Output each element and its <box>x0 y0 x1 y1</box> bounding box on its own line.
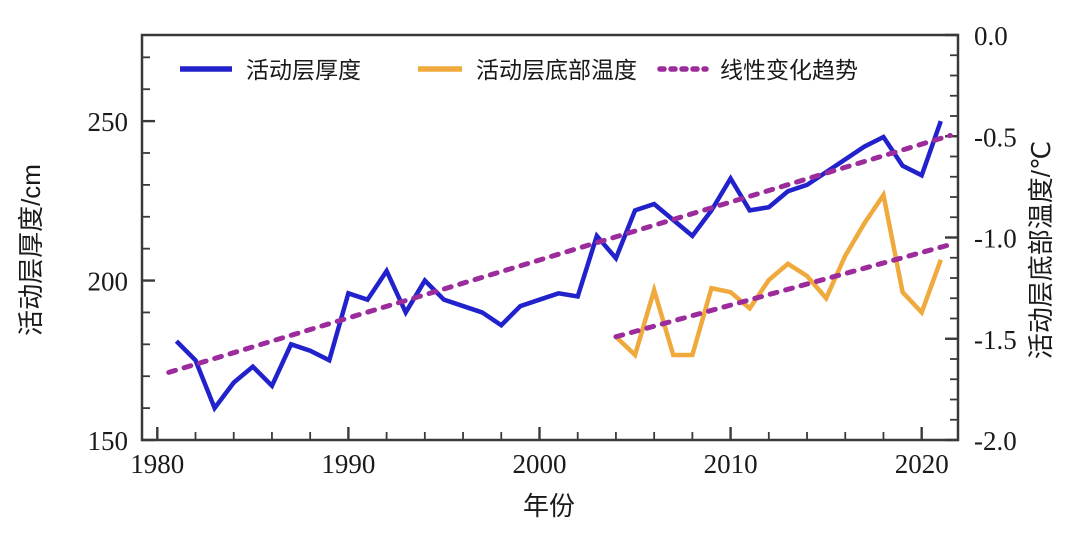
series-line-thickness <box>174 120 943 413</box>
y-left-tick-label: 250 <box>88 107 129 137</box>
x-tick-label: 2010 <box>704 449 758 479</box>
x-axis-title: 年份 <box>523 491 575 521</box>
y-axis-left-tick-labels: 150 200 250 <box>88 107 129 456</box>
y-right-tick-label: -1.0 <box>974 224 1017 254</box>
legend-label-0: 活动层厚度 <box>246 57 361 83</box>
legend-label-2: 线性变化趋势 <box>720 57 858 83</box>
x-tick-label: 2020 <box>895 449 949 479</box>
y-left-tick-label: 200 <box>88 267 129 297</box>
y-axis-right-tick-labels: 0.0 -0.5 -1.0 -1.5 -2.0 <box>974 21 1017 456</box>
y-right-tick-label: 0.0 <box>974 21 1008 51</box>
y-axis-right-title: 活动层底部温度/℃ <box>1026 141 1056 359</box>
x-tick-label: 1990 <box>321 449 375 479</box>
y-axis-left-ticks <box>142 56 155 442</box>
y-left-tick-label: 150 <box>88 426 129 456</box>
series-line-trend_thickness <box>166 132 953 375</box>
series-line-temperature <box>614 189 943 360</box>
y-right-tick-label: -2.0 <box>974 426 1017 456</box>
data-series-layer <box>166 120 953 413</box>
y-right-tick-label: -1.5 <box>974 325 1017 355</box>
y-right-tick-label: -0.5 <box>974 122 1017 152</box>
y-axis-left-title: 活动层厚度/cm <box>16 164 46 336</box>
x-tick-label: 2000 <box>512 449 566 479</box>
series-line-trend_temperature <box>613 243 950 340</box>
chart-legend: 活动层厚度 活动层底部温度 线性变化趋势 <box>180 57 858 83</box>
x-axis-tick-labels: 1980 1990 2000 2010 2020 <box>130 449 948 479</box>
legend-label-1: 活动层底部温度 <box>476 57 637 83</box>
x-axis-ticks <box>156 427 923 440</box>
y-axis-right-ticks <box>945 33 958 442</box>
x-tick-label: 1980 <box>130 449 184 479</box>
